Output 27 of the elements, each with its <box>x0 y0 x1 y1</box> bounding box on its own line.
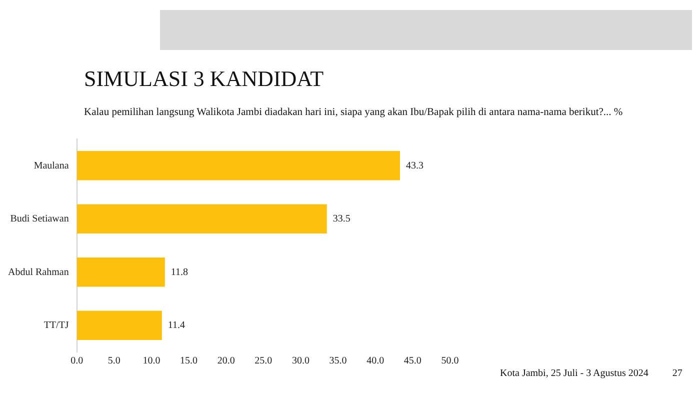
chart-subtitle: Kalau pemilihan langsung Walikota Jambi diadakan hari ini, siapa yang akan Ibu/Bapak pilih di antara nama-nama berikut?... % <box>84 107 623 118</box>
y-tick-label: TT/TJ <box>44 320 69 331</box>
data-label: 11.8 <box>170 266 188 278</box>
bar <box>76 257 165 287</box>
x-tick-label: 0.0 <box>70 356 84 367</box>
x-tick-label: 20.0 <box>217 356 235 367</box>
x-tick-label: 25.0 <box>254 356 272 367</box>
text: 27 <box>672 368 682 379</box>
x-tick-label: 35.0 <box>329 356 347 367</box>
y-tick-label: Abdul Rahman <box>8 266 69 278</box>
x-tick-label: 40.0 <box>366 356 384 367</box>
data-label: 11.4 <box>168 320 186 331</box>
y-tick-label: Budi Setiawan <box>10 214 69 224</box>
x-tick-label: 5.0 <box>108 356 120 367</box>
data-label: 33.5 <box>332 214 350 224</box>
x-tick-label: 30.0 <box>292 356 310 367</box>
x-tick-label: 45.0 <box>404 356 422 367</box>
text: Kota Jambi, 25 Juli - 3 Agustus 2024 <box>500 368 648 379</box>
x-tick-label: 15.0 <box>180 356 198 367</box>
bar <box>76 310 162 340</box>
x-tick-label: 10.0 <box>142 356 160 367</box>
chart-title: SIMULASI 3 KANDIDAT <box>84 66 324 92</box>
x-tick-label: 50.0 <box>441 356 459 367</box>
y-tick-label: Maulana <box>34 160 70 172</box>
data-label: 43.3 <box>406 160 424 172</box>
bar <box>76 150 400 180</box>
bar <box>76 204 327 234</box>
